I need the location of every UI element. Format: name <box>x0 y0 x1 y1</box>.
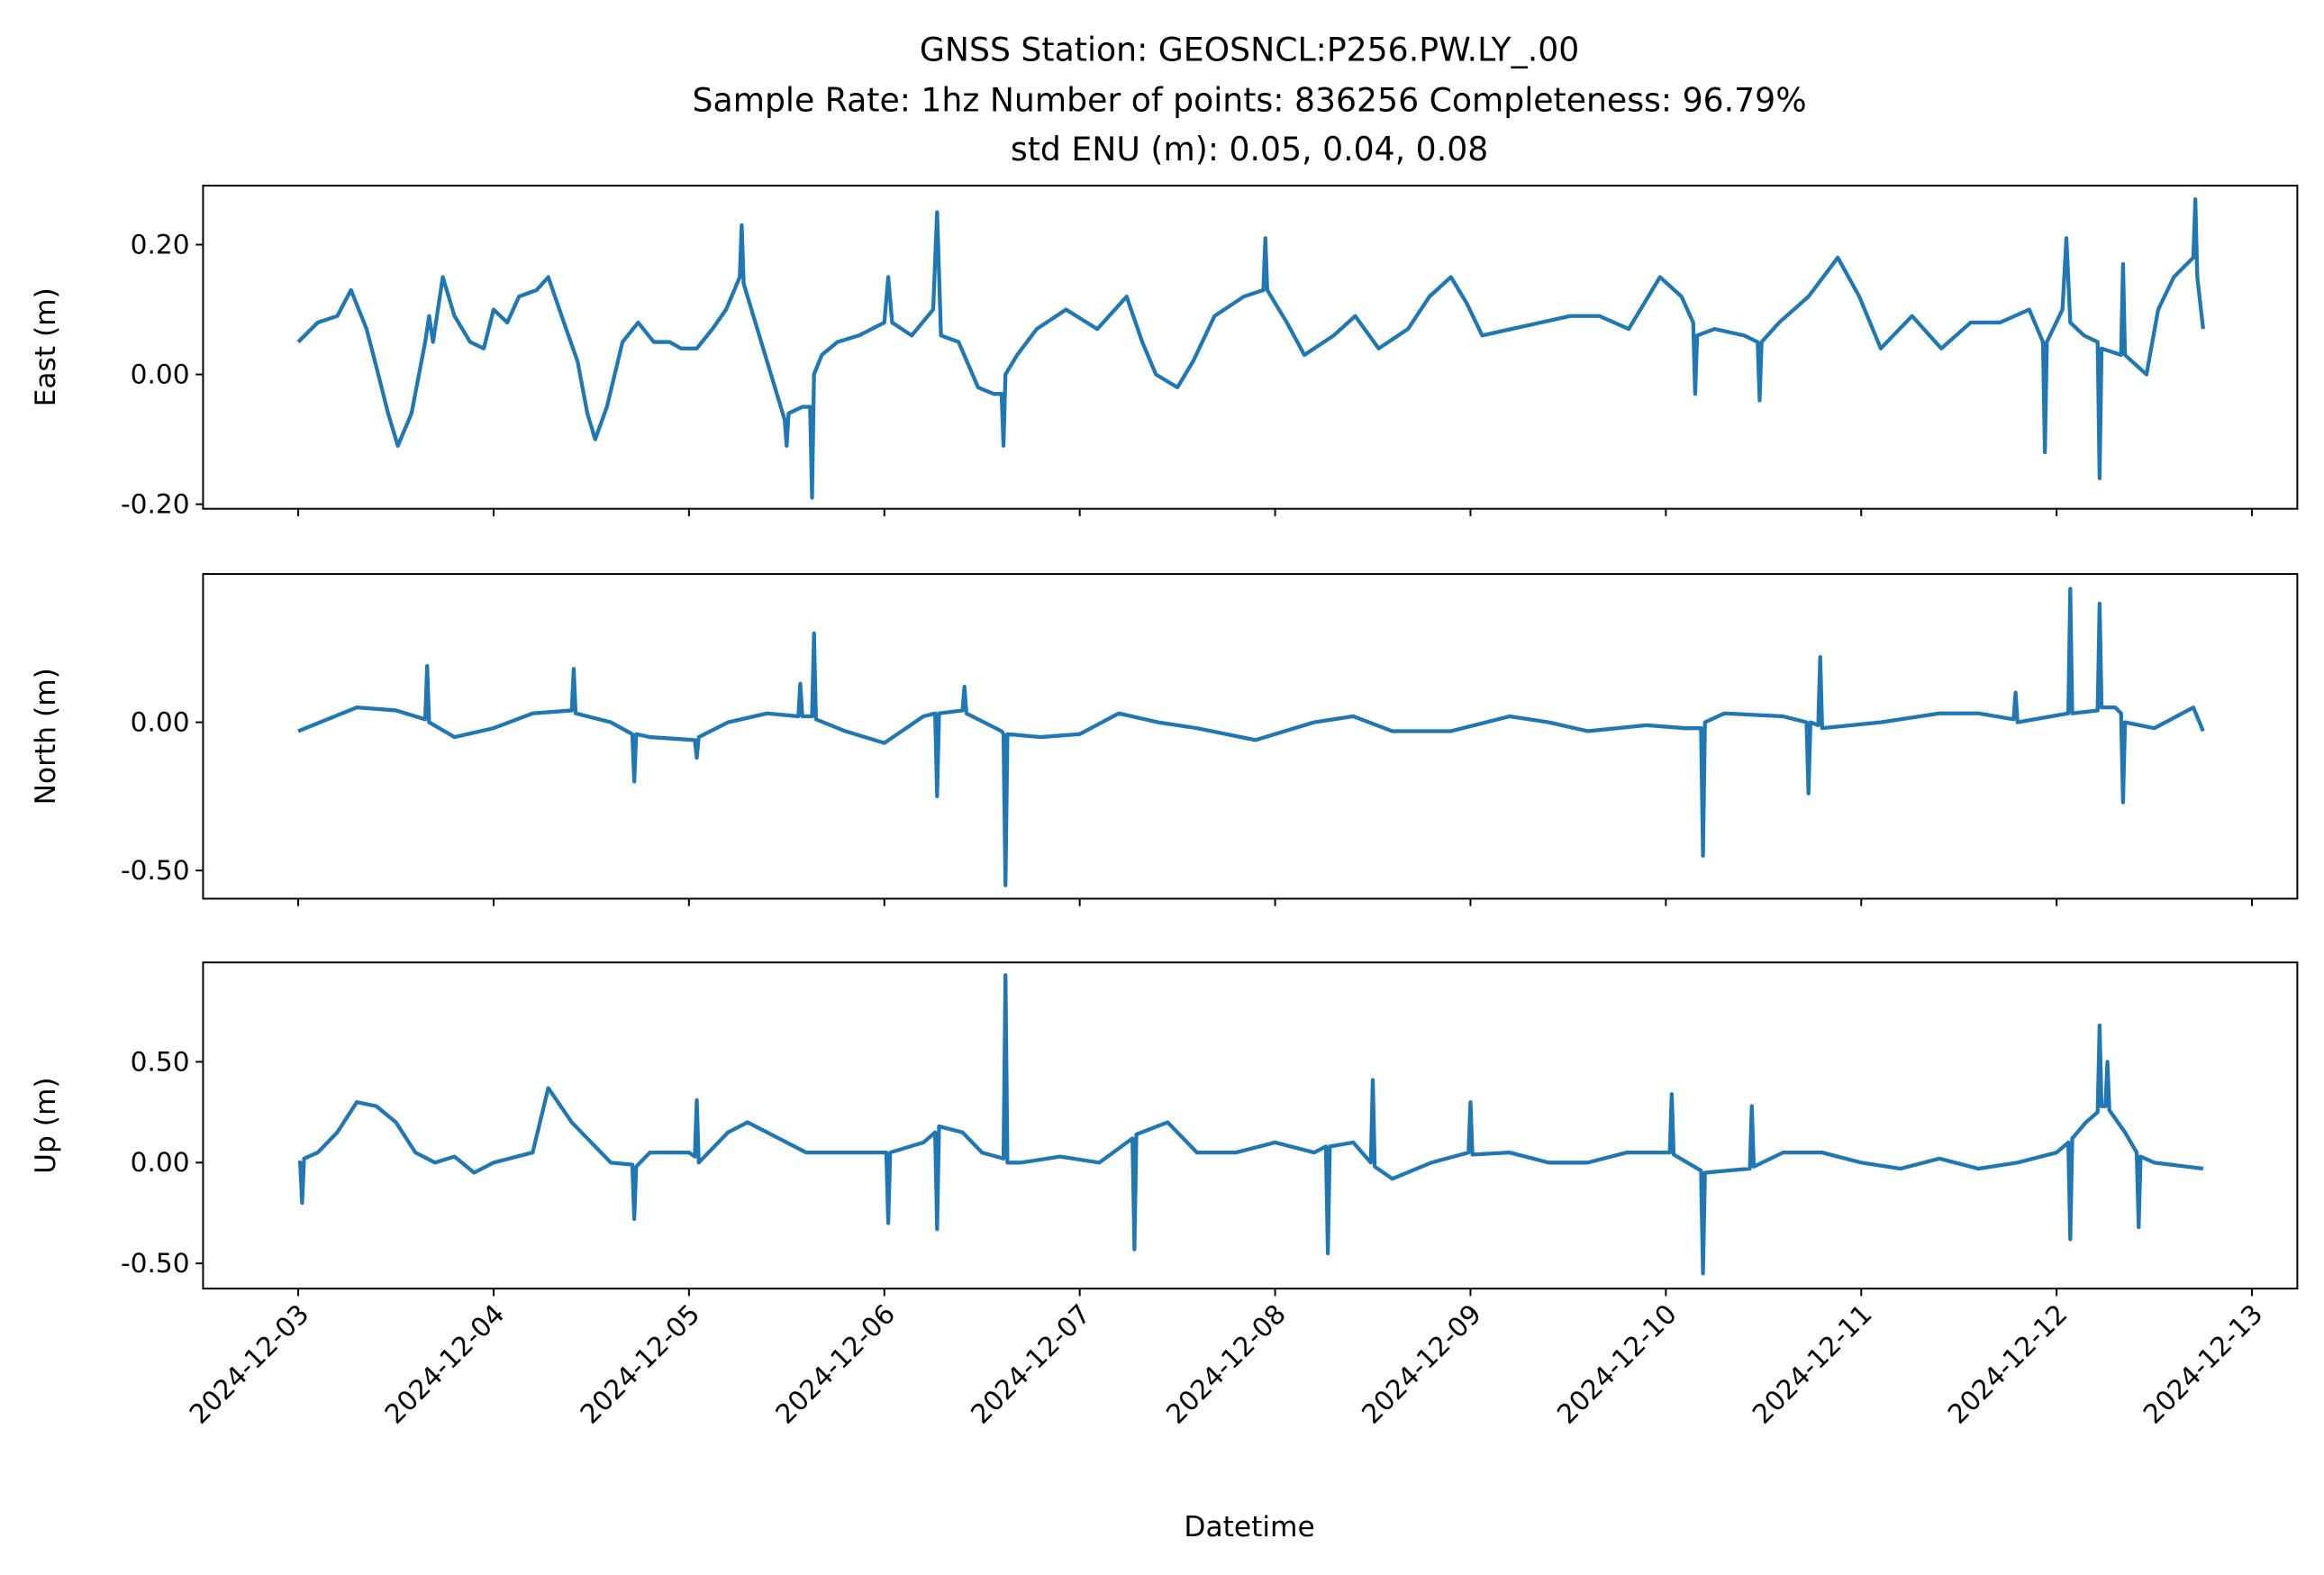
y-tick-label: -0.50 <box>121 855 190 886</box>
data-line <box>296 196 2205 500</box>
x-tick-label: 2024-12-11 <box>1747 1298 1878 1430</box>
y-tick-label: 0.00 <box>131 359 190 389</box>
x-tick-label: 2024-12-06 <box>770 1298 902 1430</box>
x-tick-label: 2024-12-04 <box>379 1298 511 1430</box>
data-line <box>298 973 2204 1276</box>
y-axis-label: East (m) <box>30 287 62 406</box>
x-tick-label: 2024-12-03 <box>184 1298 315 1430</box>
data-line <box>297 587 2205 888</box>
x-tick-label: 2024-12-10 <box>1551 1298 1683 1430</box>
x-tick-label: 2024-12-13 <box>2138 1298 2269 1430</box>
y-axis-label: North (m) <box>30 668 62 805</box>
y-tick-label: 0.00 <box>131 706 190 737</box>
x-tick-label: 2024-12-09 <box>1356 1298 1487 1430</box>
axes-frame <box>202 184 2299 510</box>
subtitle-line: Sample Rate: 1hz Number of points: 83625… <box>693 81 1807 120</box>
y-tick-label: 0.20 <box>131 229 190 259</box>
y-tick-label: 0.50 <box>131 1046 190 1077</box>
x-tick-label: 2024-12-12 <box>1942 1298 2074 1430</box>
title-line: GNSS Station: GEOSNCL:P256.PW.LY_.00 <box>920 31 1579 69</box>
y-tick-label: -0.20 <box>121 488 190 519</box>
y-tick-label: 0.00 <box>131 1147 190 1178</box>
x-tick-label: 2024-12-05 <box>575 1298 706 1430</box>
axes-frame <box>202 961 2299 1290</box>
x-tick-label: 2024-12-07 <box>965 1298 1096 1430</box>
y-axis-label: Up (m) <box>30 1077 62 1173</box>
subtitle-line: std ENU (m): 0.05, 0.04, 0.08 <box>1011 130 1488 168</box>
axes-frame <box>202 573 2299 900</box>
y-tick-label: -0.50 <box>121 1248 190 1279</box>
x-axis-label: Datetime <box>1184 1511 1314 1543</box>
x-tick-label: 2024-12-08 <box>1160 1298 1292 1430</box>
